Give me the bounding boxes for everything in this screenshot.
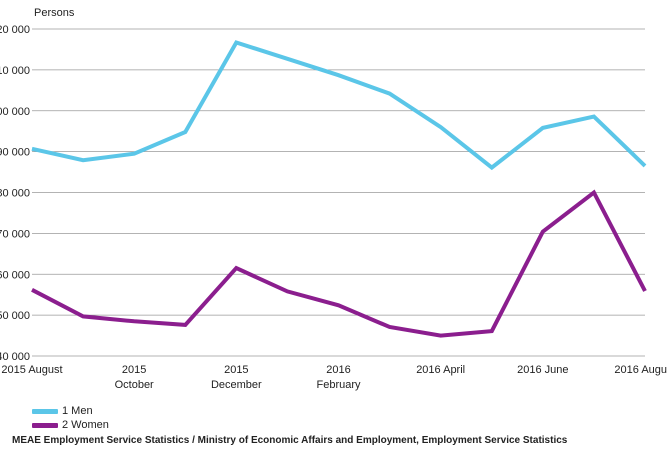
x-tick-label: October <box>115 379 154 391</box>
y-tick-label: 200 000 <box>0 106 30 118</box>
y-tick-label: 210 000 <box>0 65 30 77</box>
x-tick-label: 2016 August <box>614 364 667 376</box>
y-tick-label: 170 000 <box>0 228 30 240</box>
series-lines <box>31 40 647 338</box>
y-tick-label: 190 000 <box>0 147 30 159</box>
legend-item-men: 1 Men <box>32 404 109 418</box>
x-tick-label: 2015 August <box>1 364 62 376</box>
y-tick-label: 160 000 <box>0 269 30 281</box>
x-tick-label: 2015 <box>122 364 146 376</box>
legend-label-men: 1 Men <box>62 405 93 417</box>
x-tick-label: 2016 April <box>416 364 465 376</box>
x-tick-label: 2015 <box>224 364 248 376</box>
x-axis-tick-labels: 2015 August 2015 October 2015 December 2016 Fe… <box>1 364 667 391</box>
source-note: MEAE Employment Service Statistics / Min… <box>12 435 568 446</box>
y-tick-label: 180 000 <box>0 188 30 200</box>
y-axis-unit-label: Persons <box>34 7 75 19</box>
x-tick-label: December <box>211 379 262 391</box>
x-tick-label: 2016 <box>326 364 350 376</box>
y-axis-tick-labels: 140 000 150 000 160 000 170 000 180 000 190 0… <box>0 24 30 363</box>
x-tick-label: February <box>316 379 361 391</box>
legend: 1 Men 2 Women <box>32 404 109 432</box>
y-tick-label: 150 000 <box>0 310 30 322</box>
x-tick-label: 2016 June <box>517 364 568 376</box>
series-line-men <box>31 40 647 171</box>
series-line-women <box>31 189 647 338</box>
y-tick-label: 220 000 <box>0 24 30 36</box>
legend-label-women: 2 Women <box>62 419 109 431</box>
legend-swatch-women <box>32 422 58 428</box>
legend-item-women: 2 Women <box>32 418 109 432</box>
y-tick-label: 140 000 <box>0 351 30 363</box>
legend-swatch-men <box>32 408 58 414</box>
